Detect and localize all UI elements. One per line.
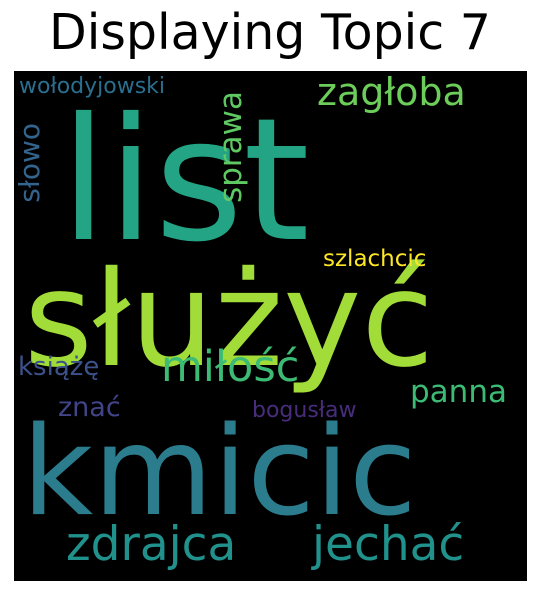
word-kmicic: kmicic <box>22 401 417 544</box>
word-milosc: miłość <box>161 342 300 392</box>
word-wolodyjowski: wołodyjowski <box>19 74 166 99</box>
word-szlachcic: szlachcic <box>323 246 427 272</box>
word-list: list <box>60 82 310 280</box>
word-cloud-canvas: list służyć kmicic zagłoba wołodyjowski … <box>14 71 527 581</box>
word-zdrajca: zdrajca <box>66 517 237 572</box>
word-panna: panna <box>410 374 507 410</box>
word-boguslaw: bogusław <box>252 398 357 423</box>
word-sluzyc: służyć <box>24 243 434 397</box>
word-znac: znać <box>58 392 121 423</box>
word-slowo: słowo <box>14 123 46 203</box>
chart-title: Displaying Topic 7 <box>49 4 491 61</box>
word-jechac: jechać <box>312 517 465 572</box>
word-sprawa: sprawa <box>213 91 249 203</box>
word-zaglba: zagłoba <box>317 71 466 114</box>
word-ksiaze: książę <box>18 352 100 382</box>
